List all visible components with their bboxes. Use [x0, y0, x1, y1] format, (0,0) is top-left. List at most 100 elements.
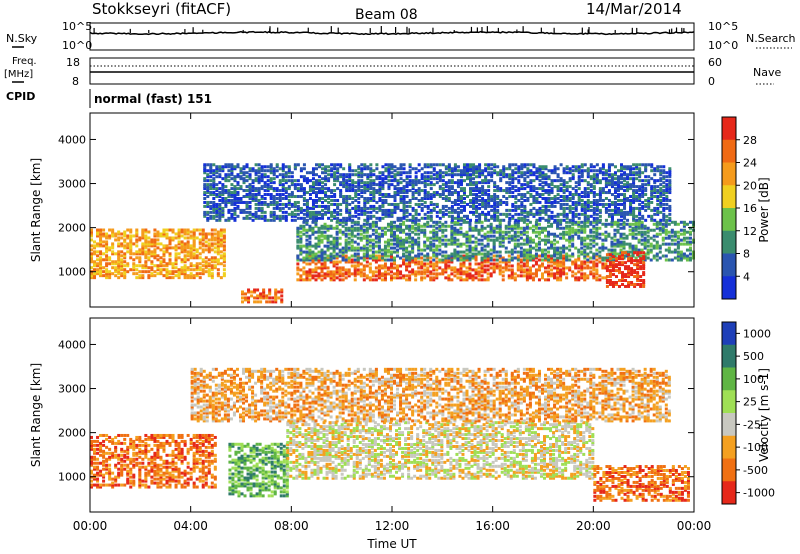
heatmap-cell — [405, 177, 409, 181]
heatmap-cell — [411, 196, 415, 200]
heatmap-cell — [553, 214, 557, 218]
heatmap-cell — [207, 272, 211, 276]
heatmap-cell — [96, 272, 100, 276]
heatmap-cell — [535, 210, 539, 214]
heatmap-cell — [432, 258, 436, 262]
heatmap-cell — [510, 276, 514, 280]
heatmap-cell — [631, 222, 635, 226]
heatmap-cell — [336, 167, 340, 171]
heatmap-cell — [305, 278, 309, 282]
heatmap-cell — [213, 238, 217, 242]
heatmap-cell — [335, 242, 339, 246]
heatmap-cell — [129, 246, 133, 250]
heatmap-cell — [492, 240, 496, 244]
nsky-tick-top: 10^5 — [62, 20, 92, 33]
heatmap-cell — [516, 224, 520, 228]
heatmap-cell — [426, 268, 430, 272]
heatmap-cell — [332, 240, 336, 244]
heatmap-cell — [254, 212, 258, 216]
heatmap-cell — [399, 270, 403, 274]
heatmap-cell — [144, 234, 148, 238]
heatmap-cell — [257, 187, 261, 191]
heatmap-cell — [329, 252, 333, 256]
heatmap-cell — [260, 175, 264, 179]
heatmap-cell — [559, 206, 563, 210]
heatmap-cell — [511, 177, 515, 181]
heatmap-cell — [236, 196, 240, 200]
heatmap-cell — [465, 276, 469, 280]
heatmap-cell — [96, 232, 100, 236]
heatmap-cell — [369, 196, 373, 200]
heatmap-cell — [462, 200, 466, 204]
heatmap-cell — [356, 256, 360, 260]
heatmap-cell — [111, 252, 115, 256]
heatmap-cell — [290, 212, 294, 216]
heatmap-cell — [462, 250, 466, 254]
heatmap-cell — [90, 272, 93, 276]
heatmap-cell — [505, 191, 509, 195]
heatmap-cell — [501, 238, 505, 242]
heatmap-cell — [652, 228, 656, 232]
heatmap-cell — [236, 214, 240, 218]
heatmap-cell — [537, 268, 541, 272]
heatmap-cell — [153, 252, 157, 256]
heatmap-cell — [333, 163, 337, 167]
heatmap-cell — [474, 262, 478, 266]
heatmap-cell — [372, 193, 376, 197]
heatmap-cell — [108, 246, 112, 250]
heatmap-cell — [93, 274, 97, 278]
heatmap-cell — [236, 191, 240, 195]
heatmap-cell — [227, 173, 231, 177]
heatmap-cell — [511, 179, 515, 183]
heatmap-cell — [299, 169, 303, 173]
heatmap-cell — [402, 248, 406, 252]
heatmap-cell — [360, 191, 364, 195]
heatmap-cell — [535, 169, 539, 173]
heatmap-cell — [472, 171, 476, 175]
heatmap-cell — [381, 165, 385, 169]
heatmap-cell — [540, 276, 544, 280]
heatmap-cell — [462, 260, 466, 264]
heatmap-cell — [583, 256, 587, 260]
heatmap-cell — [405, 240, 409, 244]
heatmap-cell — [472, 165, 476, 169]
heatmap-cell — [320, 248, 324, 252]
heatmap-cell — [507, 220, 511, 224]
heatmap-cell — [408, 179, 412, 183]
heatmap-cell — [156, 266, 160, 270]
heatmap-cell — [487, 171, 491, 175]
heatmap-cell — [559, 274, 563, 278]
heatmap-cell — [251, 218, 255, 222]
heatmap-cell — [531, 240, 535, 244]
heatmap-cell — [326, 244, 330, 248]
heatmap-cell — [174, 266, 178, 270]
heatmap-cell — [123, 252, 127, 256]
heatmap-cell — [314, 254, 318, 258]
heatmap-cell — [405, 191, 409, 195]
heatmap-cell — [604, 266, 608, 270]
heatmap-cell — [371, 272, 375, 276]
heatmap-cell — [459, 218, 463, 222]
heatmap-cell — [399, 240, 403, 244]
heatmap-cell — [444, 260, 448, 264]
heatmap-cell — [117, 232, 121, 236]
heatmap-cell — [336, 175, 340, 179]
heatmap-cell — [90, 260, 93, 264]
heatmap-cell — [236, 200, 240, 204]
heatmap-cell — [577, 264, 581, 268]
heatmap-cell — [117, 276, 121, 280]
heatmap-cell — [371, 246, 375, 250]
heatmap-cell — [408, 258, 412, 262]
heatmap-cell — [117, 268, 121, 272]
heatmap-cell — [636, 259, 640, 263]
heatmap-cell — [381, 198, 385, 202]
heatmap-cell — [664, 254, 668, 258]
heatmap-cell — [621, 255, 625, 259]
heatmap-cell — [302, 167, 306, 171]
heatmap-cell — [673, 234, 677, 238]
heatmap-cell — [233, 198, 237, 202]
heatmap-cell — [183, 228, 187, 232]
heatmap-cell — [335, 254, 339, 258]
heatmap-cell — [338, 220, 342, 224]
heatmap-cell — [302, 196, 306, 200]
